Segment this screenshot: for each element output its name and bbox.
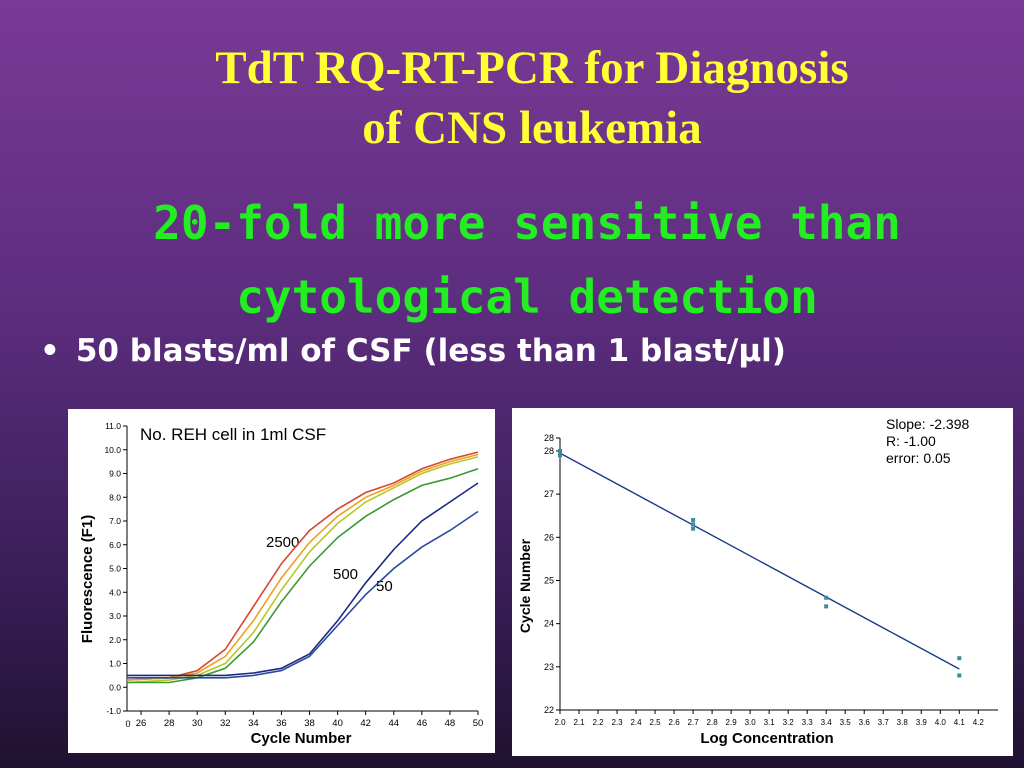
stat-error: error: 0.05 [886,450,951,466]
chart2-y-tick-label: 25 [544,575,554,585]
chart1-x-tick-label: 44 [388,718,399,729]
chart1-y-tick-label: 4.0 [109,587,121,597]
chart2-x-tick-label: 4.0 [935,718,947,727]
bullet-point: • 50 blasts/ml of CSF (less than 1 blast/… [40,333,786,369]
data-point [824,604,829,609]
subtitle-line-2: cytological detection [236,270,818,324]
chart1-x-tick-label: 48 [445,718,456,729]
data-point [558,453,562,458]
chart1-x-tick-label: 28 [164,718,175,729]
slide-subtitle: 20-fold more sensitive than cytological … [0,186,1024,334]
chart1-x-tick-label: 38 [304,718,315,729]
chart1-y-tick-label: 6.0 [109,540,121,550]
amplification-curve-5 [127,482,479,677]
chart1-title: No. REH cell in 1ml CSF [140,425,326,444]
bullet-marker: • [40,333,60,369]
chart2-x-tick-label: 4.1 [954,718,966,727]
chart2-x-tick-label: 3.6 [859,718,871,727]
chart2-y-tick-label: 28 [544,433,554,443]
amplification-curve-1 [126,451,479,681]
chart1-x-tick-label: 26 [136,718,147,729]
chart2-x-tick-label: 2.0 [554,718,566,727]
chart2-y-tick-label: 26 [544,532,554,542]
data-point [957,673,962,678]
amplification-curve-3 [126,456,479,684]
chart2-x-tick-label: 3.5 [840,718,852,727]
chart2-y-tick-label: 27 [544,489,554,499]
chart1-y-tick-label: -1.0 [106,706,121,716]
chart2-x-tick-label: 3.3 [802,718,814,727]
chart2-x-tick-label: 3.7 [878,718,890,727]
annotation-2500: 2500 [266,534,299,551]
chart1-y-tick-label: 0.0 [109,682,121,692]
chart2-x-tick-label: 2.9 [726,718,738,727]
chart2-y-tick-label: 23 [544,662,554,672]
subtitle-line-1: 20-fold more sensitive than [153,196,901,250]
annotation-500: 500 [333,566,358,583]
chart1-x-tick-label: 42 [360,718,371,729]
bullet-text: 50 blasts/ml of CSF (less than 1 blast/µ… [75,333,786,369]
slide-title: TdT RQ-RT-PCR for Diagnosis of CNS leuke… [0,38,1024,158]
chart1-x-tick-label: 36 [276,718,287,729]
annotation-50: 50 [376,578,393,595]
chart1-y-tick-label: 5.0 [109,564,121,574]
chart2-x-tick-label: 4.2 [973,718,985,727]
chart1-y-tick-label: 10.0 [104,445,121,455]
chart1-y-tick-label: 3.0 [109,611,121,621]
chart1-y-tick-label: 7.0 [109,516,121,526]
chart2-x-tick-label: 3.1 [764,718,776,727]
chart1-ylabel: Fluorescence (F1) [79,515,96,643]
chart1-x-tick-label: 46 [417,718,428,729]
chart2-x-tick-label: 3.9 [916,718,928,727]
chart2-x-tick-label: 2.3 [611,718,623,727]
chart2-y-tick-label: 22 [544,705,554,715]
fit-line [559,452,960,670]
amplification-chart-panel: No. REH cell in 1ml CSF Fluorescence (F1… [68,409,495,753]
chart2-x-tick-label: 3.8 [897,718,909,727]
chart2-y-tick-label: 28 [544,446,554,456]
amplification-curve-4 [127,468,479,684]
chart1-x-tick-label: 32 [220,718,231,729]
amplification-curve-2 [126,453,479,681]
chart2-x-tick-label: 2.8 [707,718,719,727]
chart2-x-tick-label: 3.0 [745,718,757,727]
chart1-x-tick-label: 40 [332,718,343,729]
data-point [691,522,696,527]
stat-r: R: -1.00 [886,433,936,449]
data-point [957,656,962,661]
chart1-y-tick-label: 9.0 [109,469,121,479]
chart2-xlabel: Log Concentration [700,730,833,747]
data-point [824,595,829,600]
standard-curve-panel: Cycle Number Log Concentration Slope: -2… [512,408,1013,756]
chart2-x-tick-label: 3.2 [783,718,795,727]
chart1-x-tick-label: 30 [192,718,203,729]
title-line-2: of CNS leukemia [362,102,702,154]
chart2-x-tick-label: 2.1 [573,718,585,727]
chart2-x-tick-label: 3.4 [821,718,833,727]
chart2-x-tick-label: 2.2 [592,718,604,727]
standard-curve-chart: Cycle Number Log Concentration Slope: -2… [517,416,998,747]
amplification-chart: No. REH cell in 1ml CSF Fluorescence (F1… [79,421,484,747]
chart2-x-tick-label: 2.4 [630,718,642,727]
data-point [558,448,562,453]
amplification-curve-6 [127,510,479,679]
data-point [691,518,696,523]
chart1-extra-tick: 0 [125,719,130,729]
chart1-x-tick-label: 34 [248,718,259,729]
chart2-x-tick-label: 2.5 [650,718,662,727]
stat-slope: Slope: -2.398 [886,416,969,432]
chart1-y-tick-label: 2.0 [109,635,121,645]
chart2-x-tick-label: 2.7 [688,718,700,727]
chart1-y-tick-label: 1.0 [109,659,121,669]
chart1-xlabel: Cycle Number [251,730,352,747]
title-line-1: TdT RQ-RT-PCR for Diagnosis [215,42,849,94]
chart2-x-tick-label: 2.6 [669,718,681,727]
data-point [691,526,696,531]
chart2-y-tick-label: 24 [544,619,554,629]
chart2-ylabel: Cycle Number [517,538,533,633]
chart1-x-tick-label: 50 [473,718,484,729]
chart1-y-tick-label: 11.0 [105,421,121,431]
chart1-y-tick-label: 8.0 [109,492,121,502]
